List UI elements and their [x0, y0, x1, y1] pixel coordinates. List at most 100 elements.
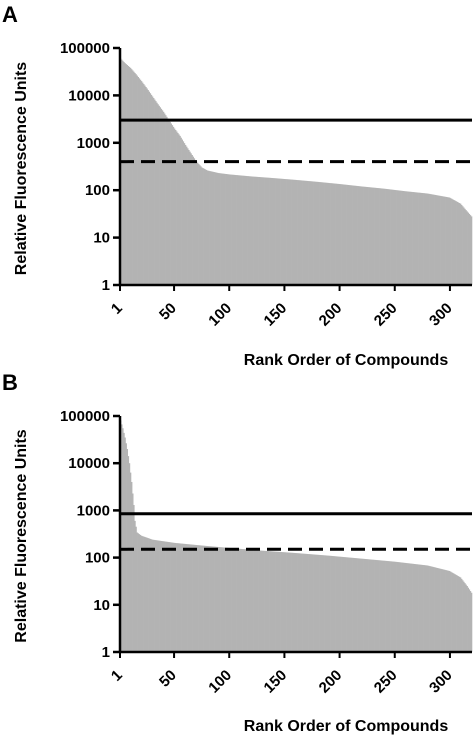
bar [169, 121, 171, 285]
bar [348, 185, 351, 285]
bar [336, 183, 339, 285]
bar [358, 186, 361, 285]
y-tick-label: 10 [93, 597, 110, 614]
bar [238, 548, 241, 652]
bar [226, 174, 229, 285]
bar [353, 185, 355, 285]
bar [205, 169, 208, 285]
bar [329, 555, 331, 652]
bar [347, 184, 350, 285]
bar [239, 548, 242, 652]
bar [192, 544, 194, 652]
bar [386, 560, 388, 652]
bar [228, 174, 231, 285]
bar [443, 196, 445, 285]
x-axis-label: Rank Order of Compounds [244, 352, 449, 369]
bar [401, 562, 403, 652]
bar [265, 550, 267, 652]
bar [281, 178, 284, 285]
bar [215, 546, 218, 652]
bar [242, 549, 244, 652]
bar [195, 545, 198, 652]
bar [370, 187, 373, 285]
bar [272, 551, 275, 652]
bar [465, 210, 467, 285]
bar [181, 139, 183, 285]
bar [265, 177, 267, 285]
bar [256, 550, 258, 652]
bar [355, 558, 357, 652]
bar [316, 181, 319, 285]
bar [419, 564, 421, 652]
bar [400, 562, 402, 652]
bar [315, 554, 318, 652]
bar [309, 554, 311, 652]
bar [344, 557, 346, 652]
bar [373, 559, 375, 652]
bar [212, 546, 214, 652]
bar [127, 65, 130, 286]
bar [154, 99, 156, 285]
bar [216, 546, 219, 652]
bar [170, 542, 172, 652]
bar [154, 539, 156, 652]
bar [277, 551, 279, 652]
bar [428, 193, 430, 285]
bar [189, 544, 191, 652]
bar [260, 177, 263, 285]
bar [135, 74, 137, 285]
bar [393, 561, 396, 652]
bar [312, 181, 314, 285]
bar [398, 562, 400, 652]
bar [197, 162, 199, 285]
bar [444, 196, 446, 285]
bar [126, 65, 128, 285]
bar [351, 185, 353, 285]
bar [455, 201, 457, 285]
bar [217, 173, 220, 285]
bar [396, 190, 398, 285]
bar [275, 551, 277, 652]
bar [439, 195, 441, 285]
bar [138, 534, 141, 652]
bar [390, 189, 392, 285]
bar [134, 520, 136, 652]
bar [425, 565, 428, 652]
bar [263, 177, 265, 285]
bar [321, 555, 323, 652]
bar [235, 548, 237, 652]
bar [301, 553, 303, 652]
bar [190, 153, 192, 285]
bar [458, 203, 461, 285]
bar [191, 544, 193, 652]
bar [195, 161, 198, 285]
bar [355, 185, 357, 285]
y-tick-label: 10000 [68, 455, 110, 472]
y-tick-label: 10000 [68, 87, 110, 104]
bar [374, 187, 376, 285]
bar [470, 592, 473, 652]
bar [293, 552, 296, 652]
bar [135, 526, 137, 652]
bar [409, 191, 411, 285]
bar [223, 173, 225, 285]
bar [269, 177, 271, 285]
bar [373, 187, 375, 285]
bar [334, 183, 336, 285]
bar [457, 576, 460, 652]
bar [401, 190, 403, 285]
bar [302, 180, 304, 285]
bar [412, 192, 414, 285]
bar [299, 180, 301, 285]
bar [255, 176, 257, 285]
bar [285, 552, 287, 652]
bar [276, 178, 278, 285]
bar [145, 87, 147, 285]
bar [349, 185, 352, 285]
bar [304, 553, 307, 652]
bar [413, 192, 416, 285]
bar [148, 91, 150, 285]
x-axis-label: Rank Order of Compounds [244, 718, 449, 735]
bar [463, 207, 465, 285]
